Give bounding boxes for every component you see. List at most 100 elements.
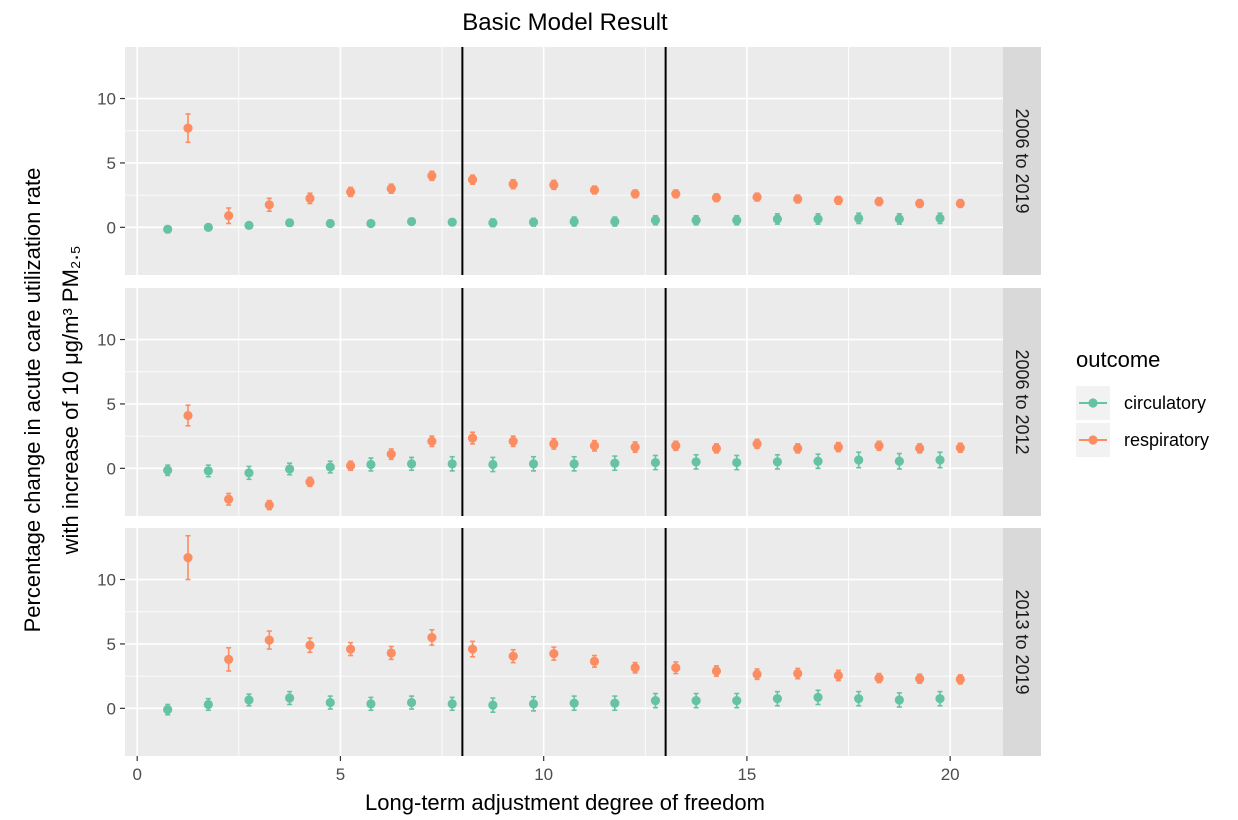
point-marker [752,192,762,202]
point-marker [915,198,925,209]
point-marker [203,222,213,232]
point-marker [264,635,274,645]
data-point-respiratory [305,192,315,205]
point-marker [793,443,803,453]
point-marker [772,214,783,224]
data-point-circulatory [163,703,173,716]
point-marker [224,211,234,221]
data-point-respiratory [549,437,559,450]
point-marker [732,457,742,468]
point-marker [915,443,925,453]
x-axis: 0 5 10 15 20 [132,756,960,784]
x-tick-label: 10 [534,765,553,784]
point-marker [589,185,600,195]
point-marker [488,700,498,710]
point-marker [772,694,783,704]
point-marker [163,705,173,715]
data-point-respiratory [386,645,396,661]
point-marker [711,193,722,203]
point-marker [894,695,904,705]
data-point-respiratory [711,665,722,677]
y-tick-label: 5 [107,154,116,173]
data-point-respiratory [671,661,681,675]
facet-strip-label: 2006 to 2012 [1012,349,1032,454]
data-point-circulatory [488,456,498,473]
point-marker [569,698,579,708]
data-point-respiratory [549,646,559,661]
data-point-circulatory [366,696,376,712]
data-point-respiratory [427,628,437,647]
data-point-circulatory [650,214,661,226]
data-point-respiratory [305,637,315,654]
data-point-respiratory [833,669,843,682]
x-tick-label: 5 [336,765,345,784]
legend-title: outcome [1076,347,1160,372]
point-marker [630,442,640,452]
point-marker [894,214,904,224]
data-point-circulatory [244,693,254,707]
point-marker [549,439,559,449]
point-marker [386,449,396,459]
data-point-circulatory [366,218,376,229]
data-point-respiratory [467,640,478,658]
panels-layer: 0 5 10 2006 to 2019 0 5 10 2006 to 2012 0 5 10 2013… [97,47,1041,756]
data-point-respiratory [345,641,356,657]
data-point-respiratory [427,435,437,448]
point-marker [244,220,254,231]
data-point-circulatory [732,692,742,709]
point-marker [427,171,437,181]
point-marker [549,648,559,659]
data-point-circulatory [610,216,620,227]
y-tick-label: 10 [97,571,116,590]
point-marker [813,214,823,224]
panel-background [125,288,1003,516]
data-point-circulatory [569,455,579,472]
y-tick-label: 0 [107,218,116,237]
data-point-respiratory [345,460,356,472]
data-point-circulatory [447,696,457,712]
data-point-circulatory [772,454,783,470]
facet-strip [1003,528,1041,756]
facet-strip [1003,288,1041,516]
data-point-respiratory [630,441,640,454]
point-marker [285,693,295,703]
data-point-respiratory [589,439,600,452]
panel-background [125,528,1003,756]
point-marker [833,195,843,205]
point-marker [467,644,478,654]
legend-key-marker [1088,435,1098,445]
data-point-circulatory [569,695,579,712]
data-point-circulatory [691,454,701,470]
series-respiratory [183,404,965,511]
point-marker [915,674,925,684]
point-marker [711,443,722,453]
point-marker [345,461,356,471]
point-marker [427,436,437,446]
data-point-circulatory [366,457,376,472]
point-marker [894,456,904,466]
data-point-respiratory [508,648,518,664]
data-point-circulatory [691,692,701,709]
data-point-respiratory [752,668,762,681]
x-tick-label: 20 [941,765,960,784]
point-marker [447,459,457,469]
data-point-respiratory [224,207,234,225]
point-marker [406,697,417,708]
data-point-circulatory [285,462,295,476]
point-marker [610,216,620,227]
point-marker [163,224,173,234]
legend: outcome circulatory respiratory [1076,347,1209,457]
plot-title: Basic Model Result [462,9,668,36]
point-marker [589,441,600,451]
point-marker [528,459,539,469]
point-marker [732,215,742,225]
data-point-circulatory [935,451,945,469]
data-point-circulatory [528,695,539,712]
panel-background [125,47,1003,275]
point-marker [691,215,701,225]
data-point-circulatory [935,212,945,225]
y-tick-label: 10 [97,90,116,109]
point-marker [854,694,864,704]
point-marker [285,464,295,474]
series-respiratory [183,113,965,225]
